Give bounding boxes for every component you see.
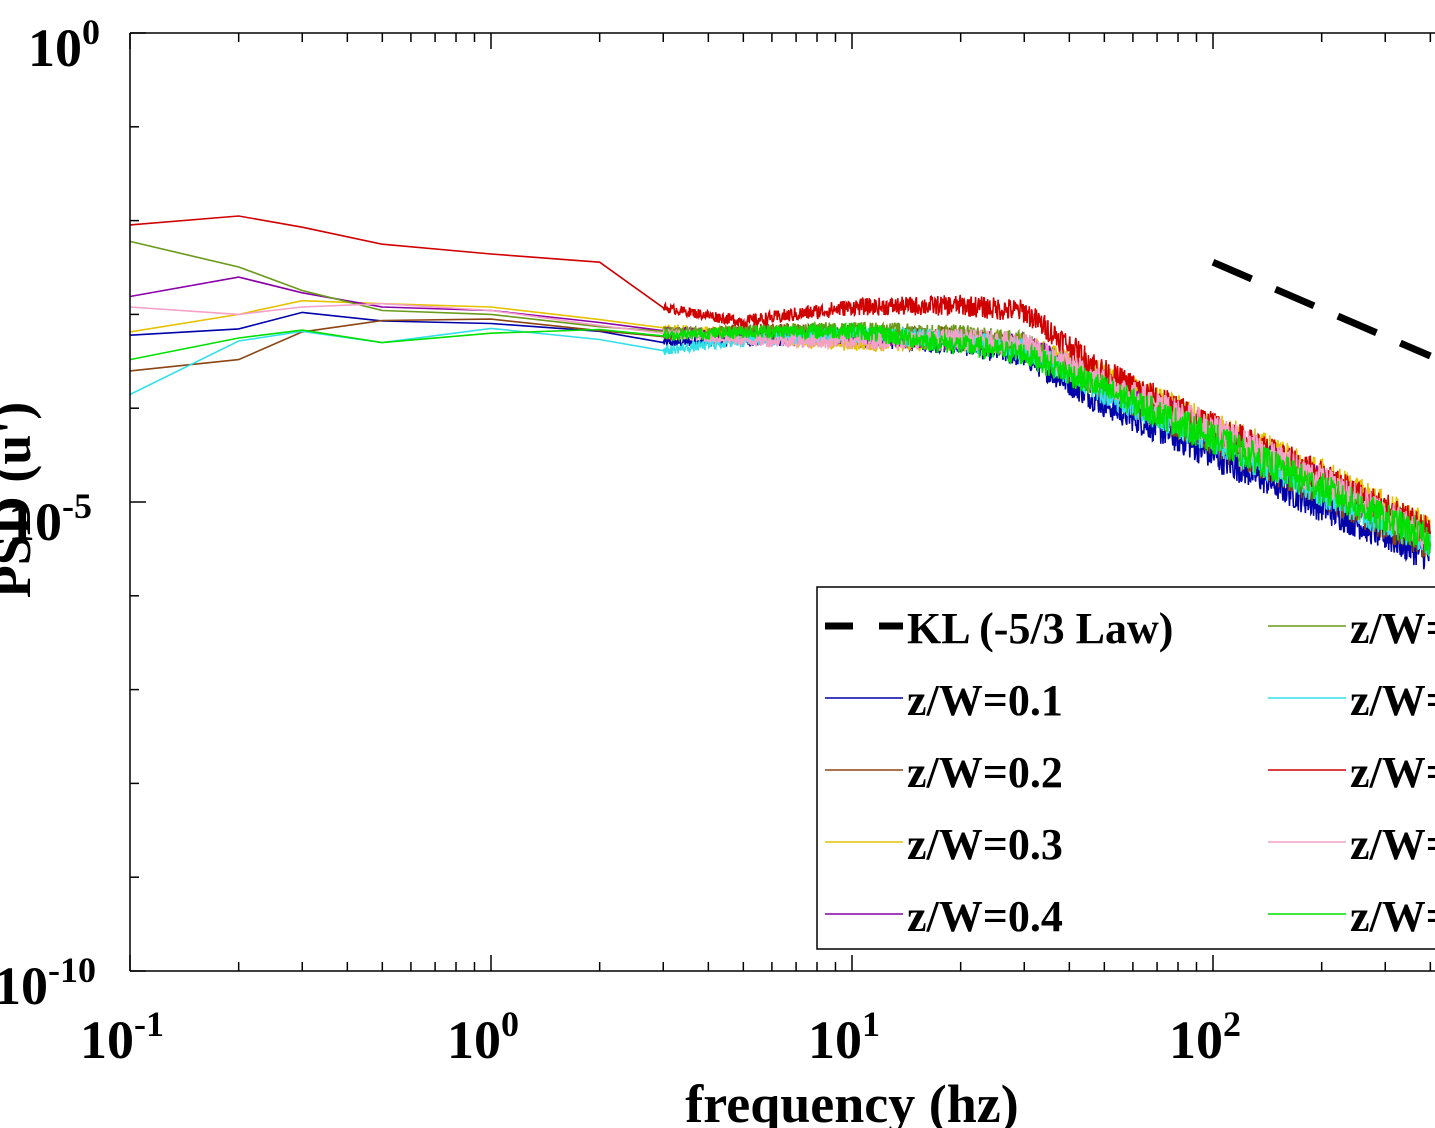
x-tick-label: 10-1 — [80, 1004, 164, 1070]
legend-label-z-w-0-9: z/W=0.9 — [1350, 892, 1435, 941]
x-axis-title: frequency (hz) — [685, 1074, 1018, 1128]
legend-label-z-w-0-6: z/W=0.6 — [1350, 676, 1435, 725]
legend: KL (-5/3 Law) z/W=0.1 z/W=0.2 z/W=0.3 z/W=0.… — [816, 586, 1435, 950]
legend-label-z-w-0-3: z/W=0.3 — [907, 820, 1063, 869]
tick-label-layer: 10-1 100 101 102 100 10-5 10-10 — [0, 12, 1241, 1070]
x-tick-label: 101 — [808, 1004, 880, 1070]
legend-label-z-w-0-1: z/W=0.1 — [907, 676, 1063, 725]
y-tick-label: 100 — [28, 12, 100, 78]
series-line-z-w-0-9 — [129, 321, 1432, 555]
kl-reference-line — [1211, 259, 1432, 360]
x-tick-label: 102 — [1169, 1004, 1241, 1070]
axes-layer — [129, 32, 1435, 972]
legend-label-z-w-0-5: z/W=0.5 — [1350, 604, 1435, 653]
legend-label-z-w-0-4: z/W=0.4 — [907, 892, 1063, 941]
legend-label-z-w-0-2: z/W=0.2 — [907, 748, 1063, 797]
legend-box — [816, 586, 1435, 950]
legend-label-kl-5-3-law-: KL (-5/3 Law) — [907, 604, 1173, 653]
series-layer — [129, 215, 1432, 570]
reference-layer — [1211, 259, 1432, 360]
y-axis-title: PSD (u') — [0, 402, 42, 599]
y-tick-label: 10-5 — [8, 486, 92, 552]
legend-label-z-w-0-8: z/W=0.8 — [1350, 820, 1435, 869]
y-tick-label: 10-10 — [0, 950, 96, 1016]
legend-label-z-w-0-7: z/W=0.7 — [1350, 748, 1435, 797]
x-tick-label: 100 — [447, 1004, 519, 1070]
